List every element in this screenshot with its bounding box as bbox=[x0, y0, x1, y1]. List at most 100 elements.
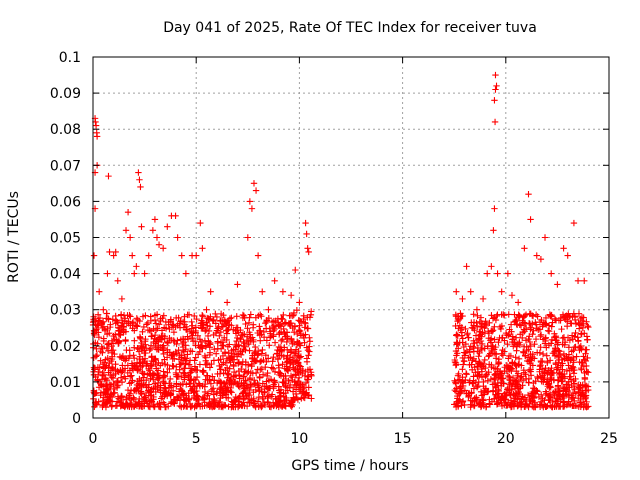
data-point bbox=[476, 358, 483, 366]
data-point bbox=[240, 312, 248, 320]
data-point bbox=[291, 357, 298, 364]
data-point bbox=[96, 314, 104, 322]
data-point bbox=[240, 373, 247, 381]
data-point bbox=[181, 313, 188, 320]
data-point bbox=[193, 392, 201, 399]
data-point bbox=[211, 397, 218, 404]
data-point bbox=[259, 346, 266, 354]
data-point bbox=[490, 227, 497, 234]
data-point bbox=[114, 319, 121, 326]
data-point bbox=[173, 350, 180, 357]
data-point bbox=[109, 316, 116, 323]
data-point bbox=[129, 252, 136, 259]
data-point bbox=[458, 329, 466, 336]
data-point bbox=[118, 378, 126, 386]
data-point bbox=[202, 326, 210, 334]
data-point bbox=[512, 334, 520, 341]
data-point bbox=[509, 333, 516, 340]
data-point bbox=[183, 395, 190, 402]
data-point bbox=[167, 318, 175, 325]
data-point bbox=[206, 351, 213, 359]
data-point bbox=[144, 400, 151, 407]
data-point bbox=[110, 332, 117, 340]
data-point bbox=[251, 350, 258, 357]
data-point bbox=[210, 357, 218, 364]
axis-ticks: 0 5 10 15 20 25 0 0.01 0.02 0.03 0.04 0.05 0.06 0.07 0… bbox=[50, 50, 618, 447]
data-point bbox=[251, 380, 258, 388]
data-point bbox=[246, 376, 254, 383]
data-point bbox=[541, 234, 549, 241]
data-point bbox=[292, 390, 300, 398]
data-point bbox=[161, 393, 168, 400]
data-point bbox=[523, 343, 530, 351]
data-point bbox=[238, 365, 245, 373]
data-point bbox=[513, 347, 520, 354]
data-point bbox=[138, 382, 145, 389]
data-point bbox=[565, 314, 573, 321]
data-point bbox=[100, 337, 107, 345]
data-point bbox=[95, 384, 103, 391]
data-point bbox=[570, 219, 578, 227]
data-point bbox=[470, 373, 477, 380]
data-point bbox=[458, 402, 465, 409]
data-point bbox=[489, 315, 497, 322]
data-point bbox=[514, 381, 521, 388]
data-point bbox=[226, 380, 233, 387]
data-point bbox=[551, 345, 559, 352]
data-point bbox=[163, 338, 171, 346]
data-point bbox=[542, 320, 549, 327]
data-point bbox=[244, 234, 251, 241]
data-point bbox=[499, 394, 506, 401]
data-point bbox=[282, 375, 290, 383]
data-point bbox=[519, 348, 527, 356]
data-point bbox=[303, 358, 311, 366]
data-point bbox=[463, 263, 470, 270]
data-point bbox=[136, 334, 144, 341]
data-point bbox=[259, 288, 266, 295]
data-point bbox=[548, 336, 556, 343]
data-point bbox=[275, 387, 283, 394]
data-point bbox=[218, 323, 226, 331]
data-point bbox=[141, 270, 148, 277]
data-point bbox=[242, 389, 249, 397]
data-point bbox=[304, 314, 311, 321]
data-point bbox=[115, 340, 122, 347]
data-point bbox=[292, 358, 299, 366]
data-point bbox=[280, 311, 287, 319]
data-point bbox=[542, 321, 550, 328]
data-point bbox=[494, 400, 502, 407]
data-point bbox=[176, 361, 183, 368]
data-point bbox=[543, 344, 550, 351]
data-point bbox=[537, 255, 545, 263]
data-point bbox=[525, 190, 532, 198]
data-point bbox=[193, 252, 200, 259]
data-point bbox=[130, 352, 137, 359]
data-point bbox=[495, 338, 502, 346]
data-point bbox=[504, 270, 512, 277]
data-point bbox=[217, 310, 225, 318]
data-point bbox=[279, 402, 286, 409]
data-point bbox=[499, 375, 507, 382]
data-point bbox=[213, 390, 220, 397]
data-point bbox=[160, 368, 167, 375]
data-point bbox=[210, 331, 217, 339]
data-point bbox=[228, 403, 235, 411]
data-point bbox=[146, 367, 153, 374]
data-point bbox=[178, 252, 185, 259]
data-point bbox=[146, 326, 153, 334]
data-point bbox=[98, 343, 105, 351]
data-point bbox=[262, 352, 270, 359]
data-point bbox=[295, 362, 303, 369]
data-point bbox=[565, 344, 573, 351]
data-point bbox=[254, 379, 261, 387]
data-point bbox=[538, 316, 545, 324]
data-point bbox=[528, 397, 536, 404]
data-point bbox=[456, 376, 463, 383]
data-point bbox=[294, 377, 302, 385]
data-point bbox=[484, 328, 492, 335]
data-point bbox=[159, 343, 166, 351]
data-point bbox=[136, 317, 143, 325]
data-point bbox=[532, 403, 539, 411]
data-point bbox=[523, 375, 530, 383]
data-point bbox=[583, 318, 590, 325]
